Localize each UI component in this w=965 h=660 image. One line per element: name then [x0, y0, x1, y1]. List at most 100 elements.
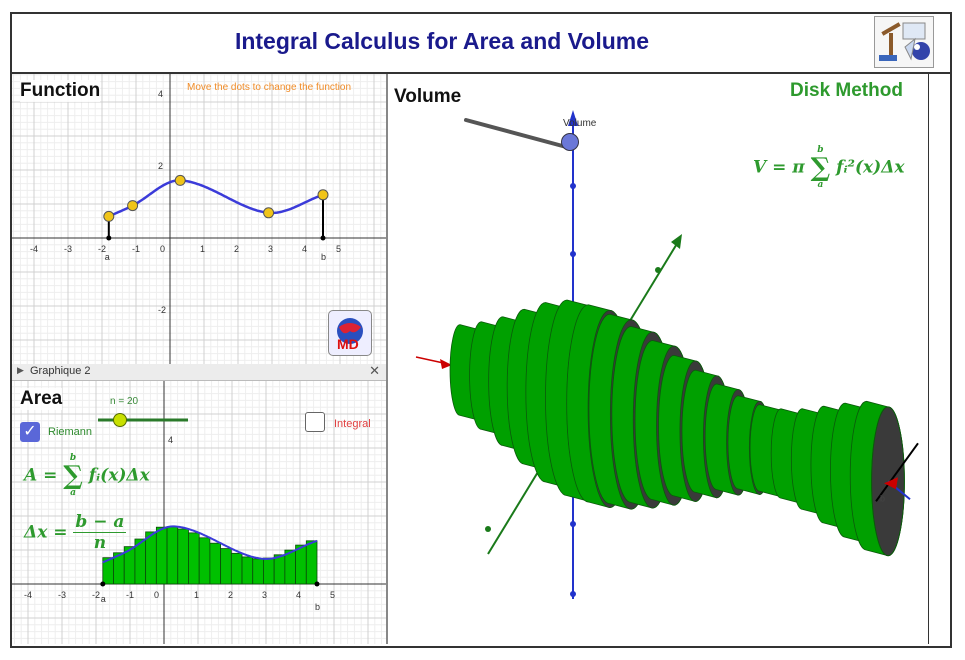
riemann-bar	[209, 542, 222, 585]
b-label: b	[321, 252, 326, 262]
volume-panel: b Volume Disk Method Volume V = π b ∑ a …	[388, 74, 928, 644]
x-tick-label: -4	[24, 590, 32, 600]
y-tick-label: -2	[158, 305, 166, 315]
volume-formula: V = π b ∑ a fᵢ²(x)Δx	[753, 145, 905, 190]
function-graph[interactable]: -4 -3 -2 -1 0 1 2 3 4 542-2a b	[12, 74, 386, 364]
x-tick-label: -3	[58, 590, 66, 600]
riemann-label: Riemann	[48, 426, 93, 438]
x-tick-label: 2	[234, 244, 239, 254]
hint-text: Move the dots to change the function	[187, 82, 351, 93]
area-graph: -4 -3 -2 -1 0 1 2 3 4 5 4 a b	[12, 364, 386, 644]
control-point[interactable]	[263, 207, 275, 219]
volume-slider-track	[464, 118, 572, 150]
z-tick	[570, 521, 576, 527]
riemann-bar	[155, 526, 168, 585]
volume-slider-label: Volume	[563, 118, 597, 129]
a-point	[106, 235, 112, 241]
grid	[12, 74, 386, 364]
riemann-bar	[230, 552, 243, 585]
x-tick-label: 1	[194, 590, 199, 600]
area-curve	[102, 525, 318, 564]
x-tick-label: 4	[296, 590, 301, 600]
x-tick-label: -4	[30, 244, 38, 254]
control-point[interactable]	[127, 200, 139, 212]
x-tick-label: 2	[228, 590, 233, 600]
x-tick-label: -1	[126, 590, 134, 600]
y-axis-arrow	[671, 234, 682, 249]
delta-x-formula: Δx = b − a n	[24, 512, 127, 553]
graphics2-bar: ▶ Graphique 2 ✕	[12, 363, 386, 381]
area-title: Area	[20, 388, 63, 410]
area-panel: -4 -3 -2 -1 0 1 2 3 4 5 4 a b ▶ Graphique 2 ✕ Area n…	[12, 363, 388, 644]
b-label: b	[315, 602, 320, 612]
b-point	[314, 581, 320, 587]
volume-title: Volume	[394, 86, 462, 108]
x-tick-label: 5	[330, 590, 335, 600]
x-tick-label: -3	[64, 244, 72, 254]
riemann-bar	[305, 540, 318, 585]
y-tick-label: 4	[168, 435, 173, 445]
volume-slider-handle[interactable]	[561, 133, 579, 151]
x-axis-arrow	[440, 359, 452, 369]
x-tick-label: -1	[132, 244, 140, 254]
a-label: a	[105, 252, 110, 262]
graphics2-label: Graphique 2	[30, 365, 91, 377]
x-tick-label: 0	[154, 590, 159, 600]
z-tick	[570, 183, 576, 189]
n-slider-label: n = 20	[110, 396, 139, 407]
a-point	[100, 581, 106, 587]
integral-label: Integral	[334, 418, 371, 430]
x-tick-label: 4	[302, 244, 307, 254]
app-frame: Integral Calculus for Area and Volume -4…	[10, 12, 952, 648]
area-formula: A = b ∑ a fᵢ(x)Δx	[24, 453, 150, 498]
x-tick-label: 0	[160, 244, 165, 254]
z-tick	[570, 591, 576, 597]
svg-text:MD: MD	[337, 336, 359, 352]
riemann-checkbox[interactable]: ✓	[20, 422, 40, 442]
n-slider-handle[interactable]	[113, 413, 127, 427]
riemann-bar	[145, 531, 157, 585]
control-point[interactable]	[317, 189, 329, 201]
header: Integral Calculus for Area and Volume	[12, 14, 950, 74]
control-point[interactable]	[103, 210, 115, 222]
riemann-bar	[166, 526, 179, 585]
x-tick-label: -2	[92, 590, 100, 600]
close-icon[interactable]: ✕	[369, 363, 380, 378]
x-tick-label: -2	[98, 244, 106, 254]
function-title: Function	[20, 80, 101, 102]
b-point	[320, 235, 326, 241]
right-strip	[928, 74, 951, 644]
expand-icon[interactable]: ▶	[17, 365, 24, 375]
disk-method-title: Disk Method	[790, 80, 903, 101]
riemann-bar	[188, 532, 200, 585]
integral-checkbox[interactable]	[305, 412, 325, 432]
x-axis-end-arrow	[884, 477, 898, 490]
riemann-bar	[273, 554, 286, 585]
riemann-bar	[220, 548, 232, 585]
md-logo-icon[interactable]: MD	[328, 310, 372, 356]
function-panel: -4 -3 -2 -1 0 1 2 3 4 5 4 2 -2 a b Function Move the d…	[12, 74, 388, 364]
logo-icon	[874, 16, 934, 68]
z-tick	[570, 251, 576, 257]
riemann-bar	[241, 556, 254, 585]
riemann-bar	[177, 528, 189, 585]
z-axis-arrow	[568, 110, 578, 126]
x-tick-label: 5	[336, 244, 341, 254]
x-tick-label: 3	[268, 244, 273, 254]
x-tick-label: 1	[200, 244, 205, 254]
page-title: Integral Calculus for Area and Volume	[234, 28, 650, 54]
y-tick-label: 2	[158, 161, 163, 171]
y-tick-label: 4	[158, 89, 163, 99]
riemann-bar	[295, 544, 307, 585]
y-tick	[485, 526, 491, 532]
riemann-bar	[263, 557, 275, 585]
function-curve	[108, 179, 324, 218]
b-indicator	[875, 442, 919, 502]
a-label: a	[101, 594, 106, 604]
riemann-bar	[252, 558, 264, 585]
b-label-3d: b	[880, 493, 885, 503]
control-point[interactable]	[174, 174, 186, 186]
volume-3d-view[interactable]: b	[388, 74, 928, 644]
x-tick-label: 3	[262, 590, 267, 600]
grid	[12, 364, 386, 644]
